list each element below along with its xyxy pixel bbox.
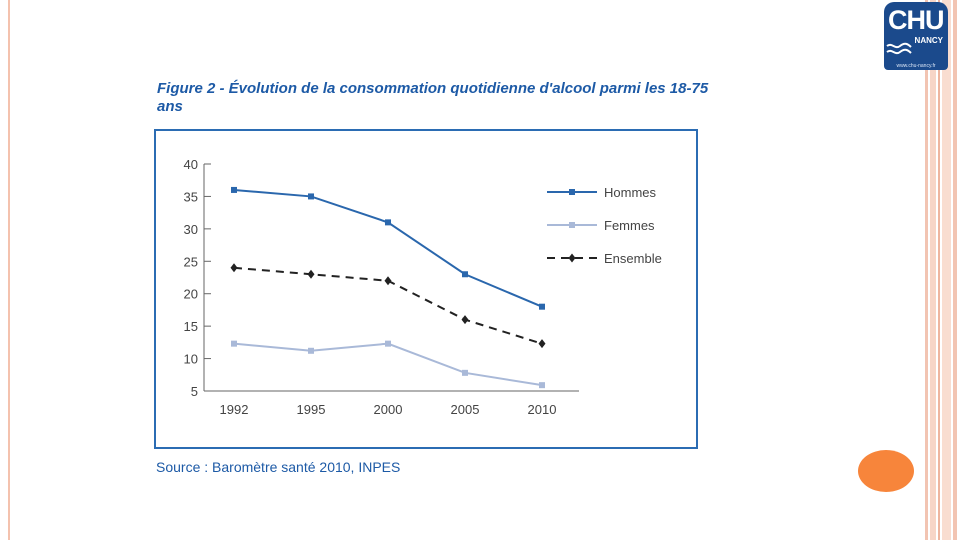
data-point-ensemble: [384, 276, 392, 286]
data-point-femmes: [308, 347, 314, 354]
data-point-hommes: [308, 193, 314, 200]
legend-marker-hommes: [569, 189, 575, 195]
logo-name: CHU: [888, 5, 944, 35]
data-point-femmes: [385, 340, 391, 347]
chu-nancy-logo: CHU NANCY www.chu-nancy.fr: [884, 2, 948, 70]
y-tick-label: 30: [184, 222, 198, 237]
x-tick-label: 2010: [528, 402, 557, 417]
logo-wave-icon: [886, 42, 912, 55]
legend-label-hommes: Hommes: [604, 185, 657, 200]
data-point-ensemble: [307, 269, 315, 279]
data-point-femmes: [462, 369, 468, 376]
chart-frame: [154, 129, 698, 449]
y-tick-label: 40: [184, 157, 198, 172]
data-point-femmes: [231, 340, 237, 347]
legend-marker-femmes: [569, 222, 575, 228]
right-decorative-band: [925, 0, 960, 540]
data-point-hommes: [462, 271, 468, 278]
logo-url: www.chu-nancy.fr: [896, 63, 936, 69]
data-point-femmes: [539, 382, 545, 389]
y-tick-label: 5: [191, 384, 198, 399]
x-tick-label: 2005: [451, 402, 480, 417]
legend-label-ensemble: Ensemble: [604, 251, 662, 266]
data-point-ensemble: [538, 339, 546, 349]
line-chart: 40 35 30 25 20 15 10 5 1992 1995 2000 2005 2010 Homme…: [184, 157, 662, 417]
legend-label-femmes: Femmes: [604, 218, 655, 233]
y-tick-label: 35: [184, 189, 198, 204]
data-point-hommes: [539, 303, 545, 310]
logo-sub: NANCY: [914, 36, 943, 45]
data-point-ensemble: [461, 315, 469, 325]
y-tick-label: 15: [184, 319, 198, 334]
y-tick-label: 25: [184, 254, 198, 269]
x-tick-label: 1992: [220, 402, 249, 417]
y-tick-label: 20: [184, 287, 198, 302]
data-point-ensemble: [230, 263, 238, 273]
y-tick-label: 10: [184, 352, 198, 367]
figure-title: Figure 2 - Évolution de la consommation …: [157, 80, 709, 115]
x-tick-label: 1995: [297, 402, 326, 417]
source-caption: Source : Baromètre santé 2010, INPES: [156, 459, 401, 475]
left-frame-line: [8, 0, 10, 540]
series-line-hommes: [233, 188, 543, 308]
series-line-femmes: [233, 342, 543, 387]
legend-marker-ensemble: [568, 253, 576, 263]
data-point-hommes: [385, 219, 391, 226]
orange-circle: [858, 450, 914, 492]
x-tick-label: 2000: [374, 402, 403, 417]
data-point-hommes: [231, 186, 237, 193]
